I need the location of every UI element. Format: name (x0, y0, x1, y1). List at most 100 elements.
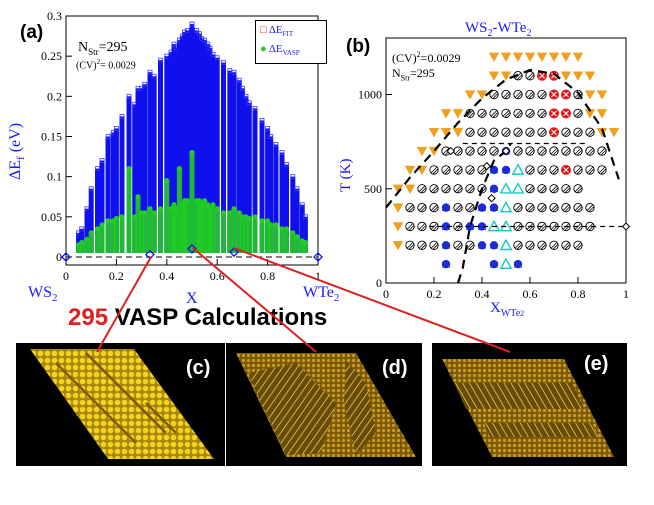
vasp-column (299, 240, 305, 253)
y-tick-label: 0.15 (41, 129, 62, 143)
hatched-circle-stroke (504, 112, 511, 118)
hatched-circle-stroke (430, 166, 438, 174)
fit-point (99, 158, 105, 163)
fit-column (243, 96, 249, 253)
hatched-circle-stroke (528, 168, 535, 174)
hatched-circle-stroke (526, 204, 534, 211)
hatched-circle-mark (597, 146, 607, 156)
x-tick-label: 0.6 (210, 269, 225, 283)
vasp-point (113, 215, 119, 222)
fit-point (214, 55, 220, 61)
hatched-circle-mark (573, 184, 583, 194)
fit-column (84, 208, 90, 253)
hatched-circle-mark (513, 89, 523, 100)
fit-column (246, 102, 252, 253)
orange-down-triangle-mark (500, 71, 512, 81)
hatched-circle-stroke (456, 206, 463, 212)
hatched-circle-mark (573, 127, 583, 137)
fit-point (273, 142, 279, 147)
hatched-circle-stroke (454, 242, 462, 249)
fit-point (158, 57, 163, 63)
hatched-circle-stroke (586, 223, 594, 230)
cyan-triangle-mark (499, 200, 513, 213)
hatched-circle-stroke (492, 131, 499, 137)
hatched-circle-stroke (550, 242, 558, 249)
hatched-circle-stroke (550, 223, 558, 230)
ws2-label: WS2 (28, 284, 58, 305)
vasp-point (126, 166, 132, 172)
hatched-circle-stroke (514, 223, 522, 230)
vasp-point (268, 222, 274, 228)
hatched-circle-mark (537, 165, 547, 175)
vasp-column (110, 220, 116, 253)
orange-down-triangle-mark (524, 52, 536, 63)
hatched-circle-mark (549, 202, 559, 213)
vasp-column (126, 168, 132, 253)
blue-triangle-mark (489, 241, 499, 249)
orange-down-triangle-mark (560, 52, 572, 63)
hatched-circle-stroke (516, 93, 523, 99)
hatched-circle-stroke (444, 168, 451, 174)
hatched-circle-stroke (588, 149, 595, 156)
vasp-column (214, 208, 220, 253)
hatched-circle-stroke (576, 112, 583, 118)
hatched-circle-stroke (526, 242, 534, 249)
fit-point (147, 69, 153, 75)
orange-down-triangle-mark (464, 90, 476, 100)
cyan-triangle-mark (511, 163, 525, 175)
hatched-circle-mark (537, 89, 547, 100)
vasp-point (164, 178, 170, 184)
hatched-circle-mark (549, 146, 559, 156)
hatched-circle-stroke (550, 185, 558, 192)
hatched-circle-stroke (492, 149, 499, 156)
hatched-circle-stroke (538, 110, 546, 117)
vasp-column (252, 216, 258, 253)
vasp-column (199, 204, 205, 253)
fit-column (236, 80, 242, 253)
fit-column (294, 188, 300, 253)
vasp-point (302, 239, 308, 246)
hatched-circle-mark (489, 127, 499, 137)
y-tick-label: 0.3 (47, 9, 62, 23)
orange-down-triangle-mark (392, 184, 404, 194)
fit-column (302, 216, 308, 253)
hatched-circle-stroke (480, 131, 487, 137)
hatched-circle-stroke (528, 244, 535, 250)
hatched-circle-stroke (586, 166, 594, 174)
red-cross-stroke (539, 72, 545, 79)
vasp-point (79, 239, 85, 246)
fit-column (182, 32, 188, 253)
hatched-circle-stroke (442, 147, 450, 155)
blue-triangle-mark (441, 222, 451, 230)
vasp-column (95, 228, 100, 253)
hatched-circle-mark (537, 240, 547, 250)
hatched-circle-stroke (528, 93, 535, 99)
vasp-column (246, 218, 252, 253)
hatched-circle-stroke (526, 110, 534, 117)
y-tick-label: 0.25 (41, 49, 62, 63)
hatched-circle-mark (417, 184, 427, 194)
vasp-point (210, 202, 216, 208)
hatched-circle-stroke (466, 147, 474, 155)
hatched-circle-stroke (418, 242, 426, 249)
fit-column (299, 204, 305, 253)
vasp-column (202, 200, 208, 253)
hatched-circle-stroke (420, 206, 427, 212)
vasp-point (214, 206, 220, 212)
hatched-circle-stroke (528, 187, 535, 193)
hatched-circle-stroke (576, 225, 583, 231)
red-cross-stroke (551, 129, 557, 136)
hatched-circle-stroke (564, 244, 571, 250)
hatched-circle-mark (465, 202, 475, 213)
hatched-circle-stroke (526, 129, 534, 136)
vasp-point (236, 210, 242, 216)
hatched-circle-mark (561, 202, 571, 213)
hatched-circle-mark (417, 221, 427, 232)
orange-down-triangle-mark (572, 52, 584, 63)
hatched-circle-stroke (600, 149, 607, 156)
orange-down-triangle-mark (404, 165, 416, 176)
hatched-circle-stroke (490, 110, 498, 117)
hatched-circle-mark (465, 165, 475, 175)
hatched-circle-stroke (516, 149, 523, 156)
hatched-circle-mark (597, 165, 607, 175)
